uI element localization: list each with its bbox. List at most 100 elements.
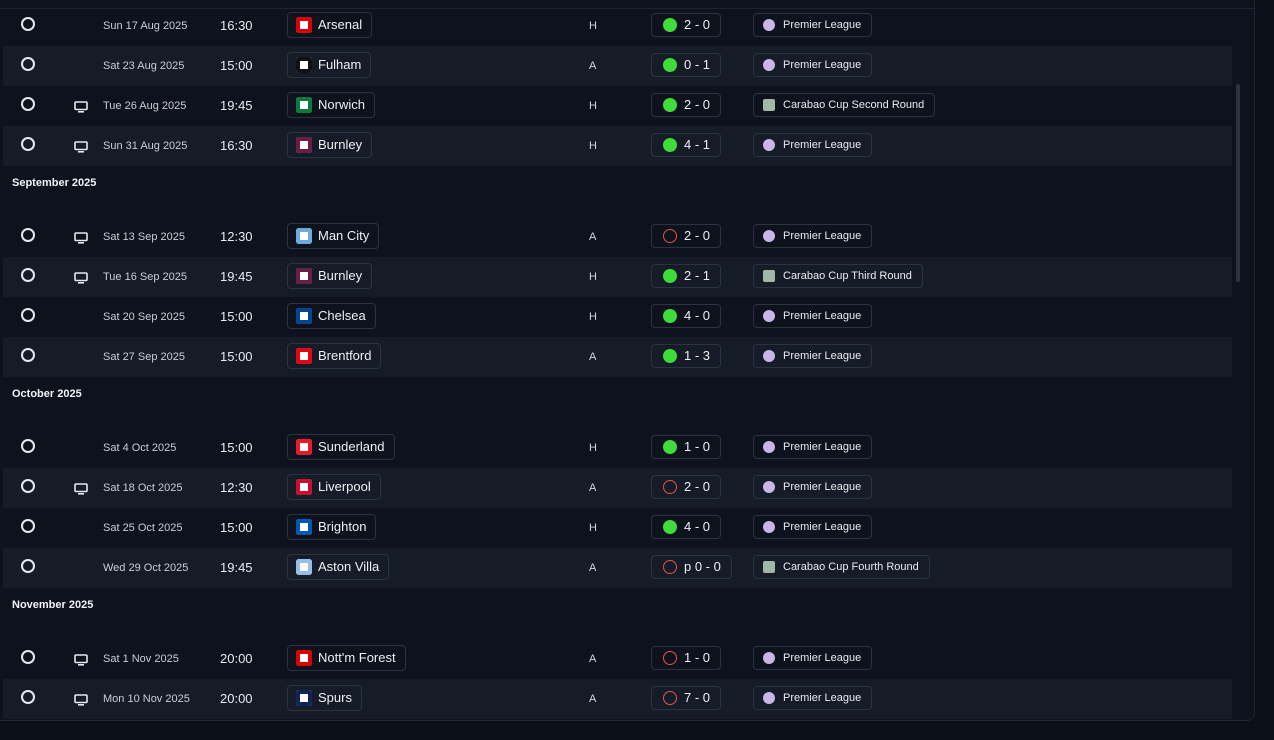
club-crest-icon [296,228,312,244]
venue: A [589,653,597,665]
competition-chip[interactable]: Premier League [753,686,873,710]
kickoff-time: 20:00 [220,651,253,666]
select-radio[interactable] [21,690,35,704]
opponent-chip[interactable]: Brentford [287,343,382,369]
fixture-date: Sat 4 Oct 2025 [103,442,177,454]
result-chip[interactable]: 2 - 0 [651,13,722,37]
opponent-chip[interactable]: Nott'm Forest [287,645,406,671]
result-chip[interactable]: 4 - 0 [651,515,722,539]
opponent-chip[interactable]: Burnley [287,132,373,158]
result-chip[interactable]: 0 - 1 [651,53,722,77]
opponent-chip[interactable]: Spurs [287,685,362,711]
fixture-row[interactable]: Sat 25 Oct 2025 15:00 Brighton H 4 - 0 P… [3,508,1232,548]
competition-chip[interactable]: Premier League [753,344,873,368]
kickoff-time: 15:00 [220,440,253,455]
opponent-chip[interactable]: Aston Villa [287,554,390,580]
opponent-chip[interactable]: Burnley [287,263,373,289]
fixture-row[interactable]: Mon 10 Nov 2025 20:00 Spurs A 7 - 0 Prem… [3,679,1232,719]
result-chip[interactable]: p 0 - 0 [651,555,732,579]
competition-chip[interactable]: Premier League [753,53,873,77]
venue: H [589,20,597,32]
result-chip[interactable]: 1 - 0 [651,646,722,670]
result-chip[interactable]: 2 - 0 [651,93,722,117]
opponent-chip[interactable]: Norwich [287,92,375,118]
month-header: November 2025 [3,588,1232,639]
fixture-row[interactable]: Sun 31 Aug 2025 16:30 Burnley H 4 - 1 Pr… [3,126,1232,166]
fixture-date: Sat 20 Sep 2025 [103,311,185,323]
fixture-row[interactable]: Sat 23 Aug 2025 15:00 Fulham A 0 - 1 Pre… [3,46,1232,86]
scrollbar[interactable] [1236,84,1240,282]
score: 1 - 0 [684,439,711,454]
select-radio[interactable] [21,57,35,71]
competition-chip[interactable]: Premier League [753,646,873,670]
competition-chip[interactable]: Premier League [753,475,873,499]
competition-chip[interactable]: Premier League [753,304,873,328]
competition-icon [763,521,775,533]
select-radio[interactable] [21,519,35,533]
fixture-date: Mon 10 Nov 2025 [103,693,190,705]
result-icon [663,440,677,454]
fixture-row[interactable]: Sat 1 Nov 2025 20:00 Nott'm Forest A 1 -… [3,639,1232,679]
result-chip[interactable]: 7 - 0 [651,686,722,710]
competition-name: Premier League [783,139,862,151]
select-radio[interactable] [21,308,35,322]
fixture-row[interactable]: Tue 16 Sep 2025 19:45 Burnley H 2 - 1 Ca… [3,257,1232,297]
fixture-row[interactable]: Sat 13 Sep 2025 12:30 Man City A 2 - 0 P… [3,217,1232,257]
result-chip[interactable]: 1 - 0 [651,435,722,459]
competition-chip[interactable]: Premier League [753,224,873,248]
competition-chip[interactable]: Carabao Cup Fourth Round [753,555,930,579]
select-radio[interactable] [21,137,35,151]
opponent-chip[interactable]: Fulham [287,52,372,78]
score: 2 - 0 [684,479,711,494]
opponent-chip[interactable]: Liverpool [287,474,381,500]
header-divider [0,8,1254,9]
competition-chip[interactable]: Premier League [753,435,873,459]
select-radio[interactable] [21,439,35,453]
opponent-name: Nott'm Forest [318,650,396,665]
fixture-row[interactable]: Sat 27 Sep 2025 15:00 Brentford A 1 - 3 … [3,337,1232,377]
competition-chip[interactable]: Premier League [753,13,873,37]
competition-chip[interactable]: Carabao Cup Second Round [753,93,936,117]
month-title: November 2025 [12,599,94,611]
competition-chip[interactable]: Premier League [753,515,873,539]
month-title: September 2025 [12,177,97,189]
select-radio[interactable] [21,97,35,111]
fixture-row[interactable]: Sat 4 Oct 2025 15:00 Sunderland H 1 - 0 … [3,428,1232,468]
result-chip[interactable]: 1 - 3 [651,344,722,368]
fixture-row[interactable]: Sat 18 Oct 2025 12:30 Liverpool A 2 - 0 … [3,468,1232,508]
select-radio[interactable] [21,228,35,242]
opponent-chip[interactable]: Man City [287,223,380,249]
fixture-row[interactable]: Wed 29 Oct 2025 19:45 Aston Villa A p 0 … [3,548,1232,588]
venue: H [589,311,597,323]
opponent-chip[interactable]: Chelsea [287,303,376,329]
result-chip[interactable]: 4 - 1 [651,133,722,157]
select-radio[interactable] [21,479,35,493]
select-radio[interactable] [21,559,35,573]
select-radio[interactable] [21,348,35,362]
fixture-date: Sat 25 Oct 2025 [103,522,183,534]
score: 4 - 0 [684,308,711,323]
competition-name: Premier League [783,692,862,704]
fixture-row[interactable]: Sun 17 Aug 2025 16:30 Arsenal H 2 - 0 Pr… [3,6,1232,46]
result-chip[interactable]: 4 - 0 [651,304,722,328]
competition-chip[interactable]: Carabao Cup Third Round [753,264,923,288]
fixtures-list: Sun 17 Aug 2025 16:30 Arsenal H 2 - 0 Pr… [3,6,1232,719]
opponent-name: Arsenal [318,17,363,32]
result-icon [663,58,677,72]
result-chip[interactable]: 2 - 1 [651,264,722,288]
select-radio[interactable] [21,17,35,31]
fixture-row[interactable]: Tue 26 Aug 2025 19:45 Norwich H 2 - 0 Ca… [3,86,1232,126]
opponent-chip[interactable]: Brighton [287,514,377,540]
select-radio[interactable] [21,650,35,664]
competition-name: Premier League [783,310,862,322]
select-radio[interactable] [21,268,35,282]
result-chip[interactable]: 2 - 0 [651,475,722,499]
fixture-row[interactable]: Sat 20 Sep 2025 15:00 Chelsea H 4 - 0 Pr… [3,297,1232,337]
opponent-chip[interactable]: Sunderland [287,434,395,460]
opponent-name: Burnley [318,137,363,152]
result-chip[interactable]: 2 - 0 [651,224,722,248]
competition-icon [763,561,775,573]
competition-chip[interactable]: Premier League [753,133,873,157]
venue: H [589,442,597,454]
opponent-chip[interactable]: Arsenal [287,12,373,38]
